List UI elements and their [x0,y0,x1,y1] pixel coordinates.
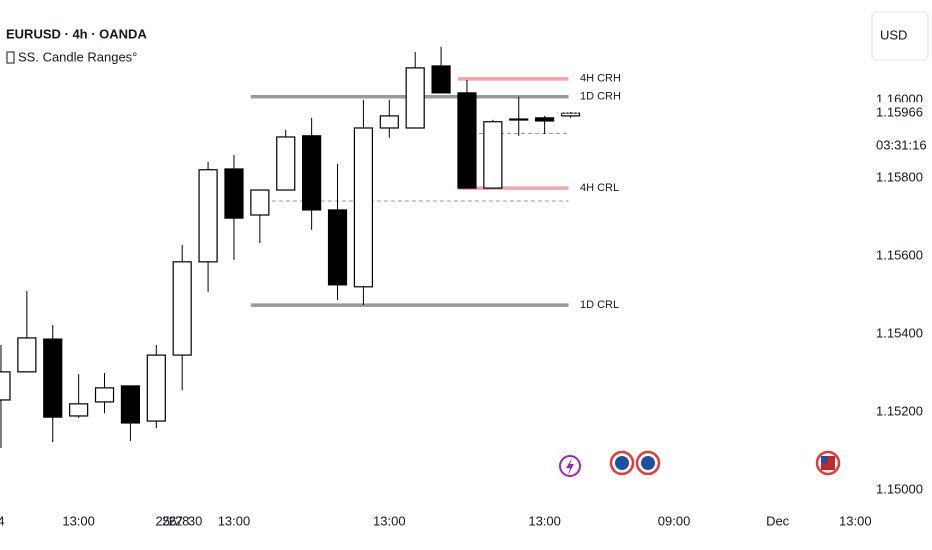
candle-body [327,209,348,286]
candle-body [43,338,63,418]
price-label-bg [868,102,930,125]
x-tick-label: 27 [168,513,182,528]
currency-label[interactable]: USD [880,27,907,42]
y-tick-label: 1.15000 [876,482,923,497]
event-icons [559,450,841,477]
plot-area: 1D CRH 1D CRL 4H CRH 4H CRL [0,46,621,448]
x-tick-label: 4 [0,513,5,528]
event-icon-flag [615,456,629,470]
x-tick-label: Dec [766,513,790,528]
candle-body [457,92,477,189]
event-icon-glyph [566,458,574,475]
candle-body [94,387,115,403]
candle-body [69,403,89,417]
candle-body [535,117,555,122]
x-tick-label: 26 [162,513,176,528]
countdown-label: 03:31:16 [876,138,927,153]
x-tick-label: 13:00 [218,513,251,528]
x-tick-label: 28 [175,513,189,528]
y-tick-label: 1.15600 [876,247,923,262]
range-high-label: 4H CRH [580,73,621,85]
candle-body [120,385,141,424]
candle-body [302,135,322,211]
x-tick-label: 13:00 [373,513,406,528]
candle-body [379,115,399,129]
candle-body [172,261,192,356]
range-high-label: 1D CRH [580,91,621,103]
y-tick-label: 1.15200 [876,403,923,418]
last-price-label: 1.15966 [876,105,923,120]
indicator-icon [6,51,15,64]
x-tick-label: 09:00 [658,513,691,528]
x-tick-label: 13:00 [528,513,561,528]
currency-button[interactable] [871,11,929,61]
x-tick-label: 25 [156,513,170,528]
x-tick-label: 30 [188,513,202,528]
candle-body [17,337,37,373]
x-tick-label: 13:00 [839,513,872,528]
y-tick-label: 1.15800 [876,169,923,184]
chart-title: EURUSD · 4h · OANDA [6,26,147,41]
candle-body [198,169,218,263]
candle-body [509,118,529,121]
candle-body [405,67,425,129]
candle-body [250,189,270,216]
y-tick-label: 1.15400 [876,325,923,340]
candle-body [224,168,244,219]
candle-body [276,136,296,191]
indicator-name[interactable]: SS. Candle Ranges° [18,49,137,64]
candle-body [0,371,11,401]
candle-body [146,354,166,422]
x-tick-label: 13:00 [62,513,95,528]
candle-body [353,127,374,288]
candle-body [483,121,503,189]
range-low-label: 4H CRL [580,182,619,194]
candle-body [431,65,451,94]
range-low-label: 1D CRL [580,299,619,311]
event-icon-flag [641,456,655,470]
event-icon-flag [821,456,828,463]
